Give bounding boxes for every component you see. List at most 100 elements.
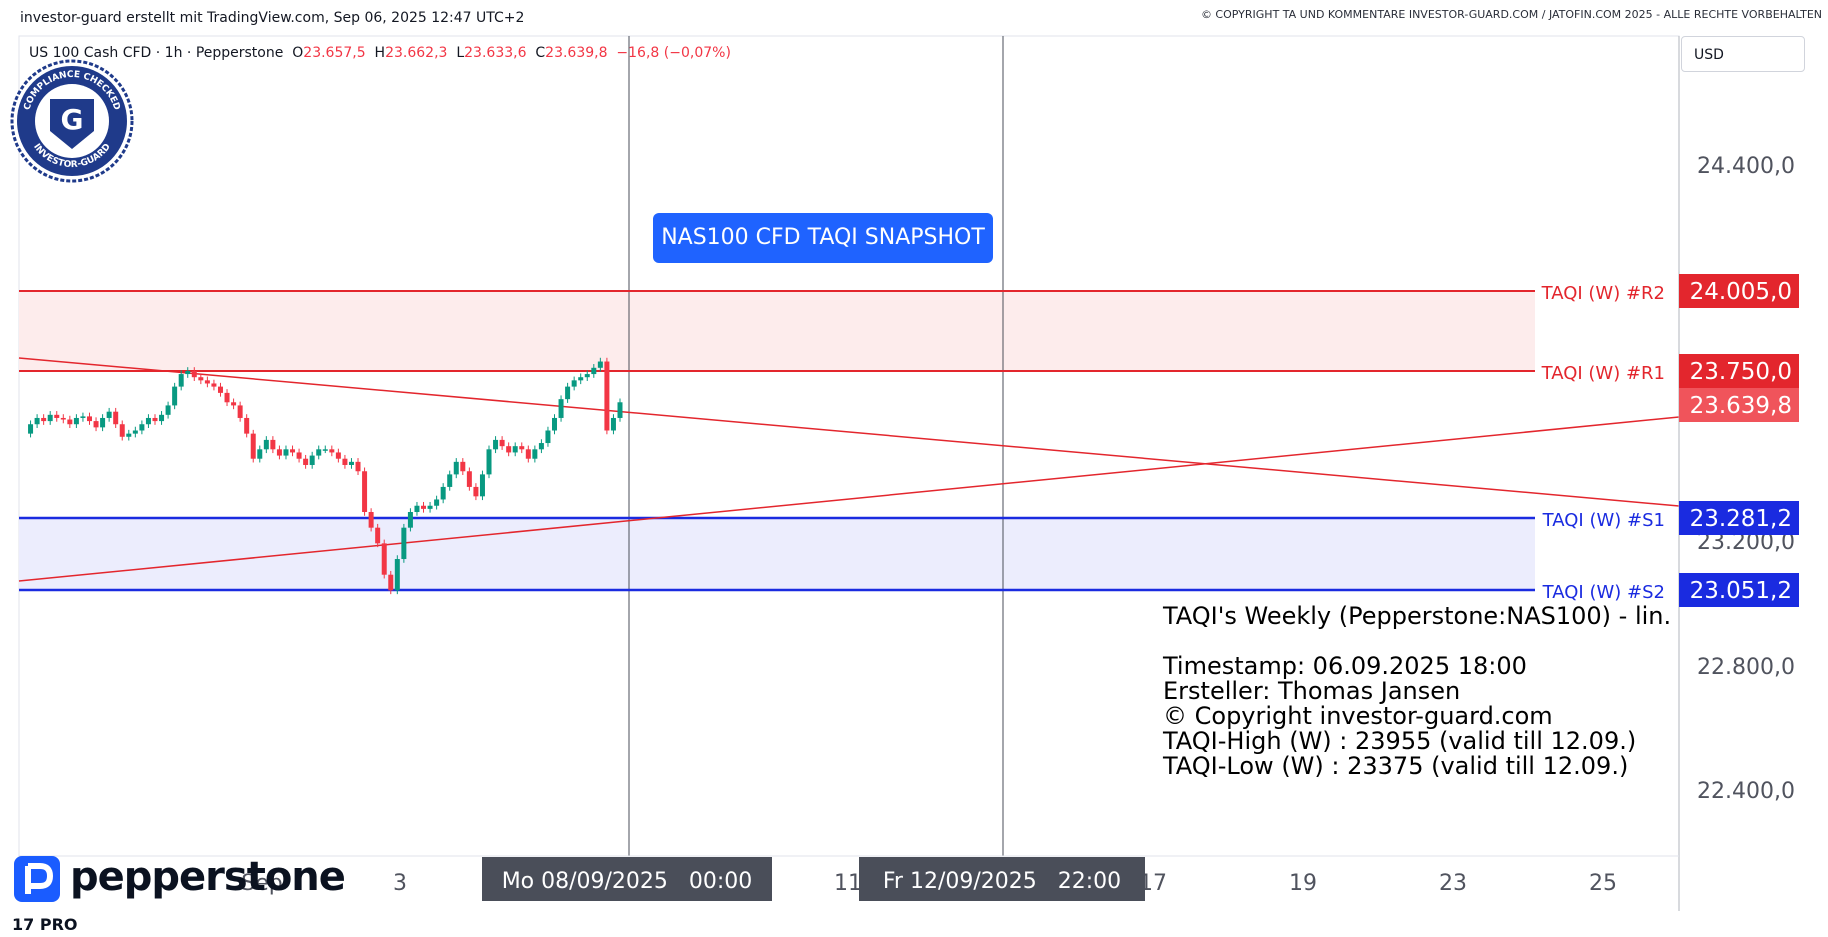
candle-body xyxy=(47,414,53,422)
candle-body xyxy=(172,386,178,406)
compliance-badge: COMPLIANCE CHECKED INVESTOR-GUARD G xyxy=(10,59,134,183)
candle-body xyxy=(388,574,394,591)
currency-button[interactable]: USD xyxy=(1681,36,1805,72)
candle-body xyxy=(407,512,413,528)
candle-body xyxy=(60,417,66,420)
last-price-label: 23.639,8 xyxy=(1690,393,1792,419)
candle-body xyxy=(54,414,60,418)
candle-body xyxy=(93,421,99,428)
candle-body xyxy=(211,383,217,387)
candle-body xyxy=(427,505,433,509)
candle-body xyxy=(165,405,171,415)
candle-body xyxy=(276,449,282,456)
candle-body xyxy=(610,417,616,431)
crosshair-date-label-2: Fr 12/09/2025 22:00 xyxy=(883,869,1121,894)
shield-icon xyxy=(50,99,94,149)
y-tick-label: 24.400,0 xyxy=(1697,154,1795,179)
candle-body xyxy=(414,505,420,513)
candle-body xyxy=(578,377,584,381)
candle-body xyxy=(466,471,472,487)
candle-body xyxy=(538,443,544,450)
candle-body xyxy=(263,439,269,450)
descending-trendline[interactable] xyxy=(18,357,1680,507)
candle-body xyxy=(597,361,603,368)
candle-body xyxy=(159,414,165,422)
x-tick-label: 11 xyxy=(834,871,862,896)
candle-body xyxy=(368,512,374,528)
info-author: Ersteller: Thomas Jansen xyxy=(1163,677,1461,705)
candle-body xyxy=(421,505,427,509)
s2-level-name: TAQI (W) #S2 xyxy=(1542,582,1665,603)
candle-body xyxy=(119,424,125,437)
open-value: 23.657,5 xyxy=(303,45,366,61)
candle-body xyxy=(453,461,459,475)
candle-body xyxy=(362,471,368,513)
candle-body xyxy=(519,446,525,450)
candle-body xyxy=(270,439,276,450)
x-tick-label: 25 xyxy=(1589,871,1617,896)
change-value: −16,8 (−0,07%) xyxy=(616,45,731,61)
candle-body xyxy=(329,449,335,453)
candle-body xyxy=(185,370,191,375)
high-value: 23.662,3 xyxy=(385,45,448,61)
candle-body xyxy=(584,374,590,378)
r2-level-name: TAQI (W) #R2 xyxy=(1541,283,1665,304)
candle-body xyxy=(460,461,466,472)
candle-body xyxy=(493,439,499,450)
pepperstone-logo-icon xyxy=(14,856,60,902)
candle-body xyxy=(342,458,348,465)
candle-body xyxy=(231,402,237,406)
candle-body xyxy=(617,402,623,418)
s2-price-tag xyxy=(1679,573,1799,607)
x-tick-label: Sep xyxy=(241,871,282,896)
info-panel: TAQI's Weekly (Pepperstone:NAS100) - lin… xyxy=(1163,604,1671,779)
candles xyxy=(28,357,623,595)
candle-body xyxy=(217,386,223,393)
ascending-trendline[interactable] xyxy=(18,416,1680,582)
candle-body xyxy=(80,416,86,418)
open-label: O xyxy=(292,45,304,61)
candle-body xyxy=(237,405,243,418)
candle-body xyxy=(394,559,400,591)
candle-body xyxy=(113,411,119,425)
candle-body xyxy=(375,527,381,544)
candle-body xyxy=(434,499,440,506)
candle-body xyxy=(335,452,341,459)
badge-letter: G xyxy=(61,103,84,136)
candle-body xyxy=(100,417,106,428)
close-value: 23.639,8 xyxy=(545,45,608,61)
chart-pane[interactable] xyxy=(18,35,1680,857)
candle-body xyxy=(322,449,328,451)
candle-body xyxy=(139,424,145,431)
x-tick-label: 19 xyxy=(1289,871,1317,896)
candle-body xyxy=(296,452,302,459)
r1-price-tag xyxy=(1679,354,1799,388)
candle-body xyxy=(440,486,446,500)
s1-price-label: 23.281,2 xyxy=(1690,506,1792,532)
candle-body xyxy=(565,386,571,400)
candle-body xyxy=(191,370,197,378)
candle-body xyxy=(106,411,112,418)
x-tick-label: 23 xyxy=(1439,871,1467,896)
candle-body xyxy=(473,486,479,497)
info-timestamp: Timestamp: 06.09.2025 18:00 xyxy=(1163,652,1527,680)
candle-body xyxy=(355,461,361,472)
symbol-name[interactable]: US 100 Cash CFD · 1h · Pepperstone xyxy=(29,45,284,61)
s1-level-name: TAQI (W) #S1 xyxy=(1542,510,1665,531)
candle-body xyxy=(250,433,256,459)
candle-body xyxy=(198,377,204,381)
candle-body xyxy=(381,543,387,575)
candle-body xyxy=(204,380,210,384)
info-taqi-low: TAQI-Low (W) : 23375 (valid till 12.09.) xyxy=(1163,752,1629,780)
s2-price-label: 23.051,2 xyxy=(1690,578,1792,604)
candle-body xyxy=(126,433,132,437)
candle-body xyxy=(591,367,597,375)
candle-body xyxy=(244,417,250,434)
resistance-zone xyxy=(19,291,1535,371)
candle-body xyxy=(525,449,531,459)
r2-price-tag xyxy=(1679,274,1799,308)
info-taqi-high: TAQI-High (W) : 23955 (valid till 12.09.… xyxy=(1163,727,1637,755)
candle-body xyxy=(41,417,47,422)
candle-body xyxy=(512,446,518,453)
